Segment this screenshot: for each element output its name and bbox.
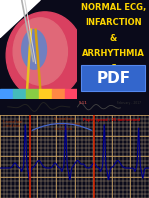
Text: 5 normal beats
= 1 normal second
= in 2 sheets: 5 normal beats = 1 normal second = in 2 … [54, 117, 80, 130]
Bar [0, 89, 13, 99]
Text: NORMAL ECG,: NORMAL ECG, [81, 3, 146, 12]
Text: INFARCTION: INFARCTION [85, 18, 142, 27]
Bar [65, 89, 77, 99]
Bar [13, 89, 26, 99]
Text: 5:11: 5:11 [79, 101, 88, 105]
Text: February - 2017: February - 2017 [117, 101, 141, 105]
Ellipse shape [6, 12, 84, 99]
Ellipse shape [13, 18, 67, 85]
Text: S: S [110, 64, 116, 73]
Text: &: & [110, 34, 117, 43]
Text: Paper speed : 25 mm/second: Paper speed : 25 mm/second [83, 118, 140, 122]
Bar [26, 89, 39, 99]
FancyBboxPatch shape [81, 65, 145, 91]
Polygon shape [0, 0, 40, 38]
Bar [52, 89, 65, 99]
Bar [39, 89, 52, 99]
Ellipse shape [22, 30, 46, 69]
Text: PDF: PDF [96, 71, 130, 86]
Text: 1 normal beat
2 total beats: 1 normal beat 2 total beats [3, 120, 22, 129]
Text: ARRHYTHMIA: ARRHYTHMIA [82, 49, 145, 58]
